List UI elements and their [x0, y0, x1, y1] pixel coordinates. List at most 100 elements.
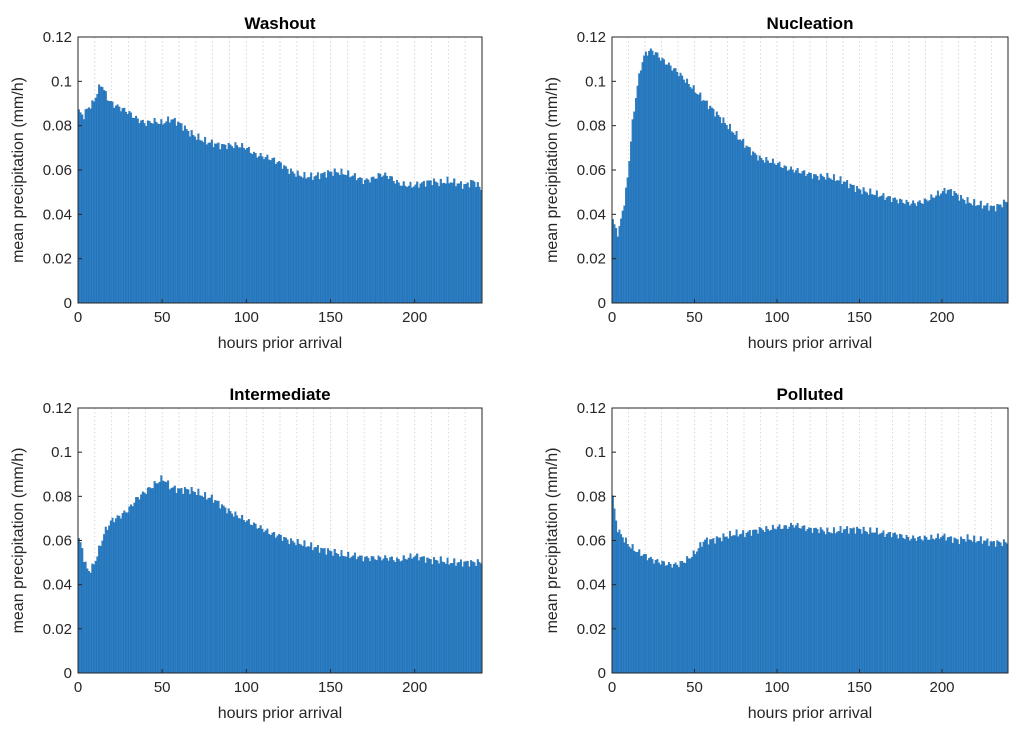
bar [694, 92, 697, 304]
bar [237, 147, 240, 304]
bar [397, 559, 400, 674]
bar [459, 181, 462, 304]
bar [870, 532, 873, 674]
bar [908, 205, 911, 304]
bar [301, 177, 304, 304]
bar [616, 236, 619, 304]
bar [406, 187, 409, 304]
bar [819, 173, 822, 304]
bar [864, 530, 867, 674]
bar [429, 180, 432, 304]
bar [700, 101, 703, 304]
bar [806, 174, 809, 304]
bar [471, 561, 474, 674]
bar [138, 123, 141, 304]
bar [634, 552, 637, 674]
bar [263, 159, 266, 304]
bar [195, 494, 198, 674]
bar [748, 530, 751, 674]
bar [414, 184, 417, 304]
bar [859, 189, 862, 304]
bar [628, 546, 631, 674]
bar [920, 539, 923, 674]
bar [783, 525, 786, 674]
bar [760, 528, 763, 674]
bar [194, 136, 197, 304]
bar [163, 481, 166, 674]
bar [242, 147, 245, 304]
bar [143, 123, 146, 304]
bar [305, 547, 308, 674]
bar [165, 482, 168, 674]
bar [257, 156, 260, 304]
bar [392, 181, 395, 304]
bar [874, 195, 877, 304]
bar [421, 556, 424, 674]
bar [771, 158, 774, 304]
bar [352, 175, 355, 304]
x-tick-label: 50 [686, 309, 703, 326]
bar [444, 563, 447, 674]
bar [222, 505, 225, 674]
bar [955, 538, 958, 674]
x-tick-label: 0 [608, 309, 616, 326]
bar [91, 100, 94, 304]
bar [375, 178, 378, 304]
bar [343, 556, 346, 674]
bar [173, 485, 176, 674]
bar [428, 558, 430, 674]
bar [778, 161, 781, 304]
bar [133, 502, 136, 674]
bar [242, 520, 245, 674]
bar [844, 181, 847, 304]
bar [325, 177, 328, 304]
bar [327, 548, 329, 674]
bar [130, 112, 133, 304]
bar [894, 532, 896, 674]
bar [119, 111, 122, 304]
bar [146, 120, 149, 304]
bar [889, 196, 892, 304]
bar [453, 558, 456, 674]
bar [342, 555, 345, 674]
y-tick-label: 0.02 [43, 251, 72, 268]
bar [180, 487, 183, 674]
bar [173, 117, 176, 304]
bar [643, 55, 646, 304]
bar [907, 202, 910, 304]
bar [200, 140, 203, 304]
bar [801, 526, 804, 674]
bar [917, 201, 920, 304]
bar [714, 543, 717, 674]
bar [237, 518, 240, 674]
bar [362, 184, 365, 304]
bar [291, 171, 294, 304]
bar [620, 534, 623, 674]
bar [928, 539, 931, 674]
bar [295, 176, 298, 304]
bar [365, 556, 368, 674]
bar [426, 180, 429, 304]
bar [217, 500, 220, 674]
bar [145, 126, 148, 304]
bar [199, 495, 202, 674]
bar [347, 551, 350, 674]
bar [775, 165, 778, 304]
bar [390, 176, 393, 304]
bar [923, 198, 926, 304]
bar [793, 172, 796, 304]
bar [663, 561, 665, 674]
bar [451, 563, 454, 674]
bar [766, 160, 769, 304]
bar [313, 547, 316, 674]
bar [615, 228, 618, 304]
bar [994, 546, 997, 674]
bar [121, 513, 124, 674]
bar [666, 565, 669, 674]
bar [912, 535, 915, 674]
bar [639, 70, 642, 304]
bar [740, 533, 743, 674]
bar [379, 557, 382, 674]
bar [844, 528, 847, 674]
bar [382, 558, 385, 674]
